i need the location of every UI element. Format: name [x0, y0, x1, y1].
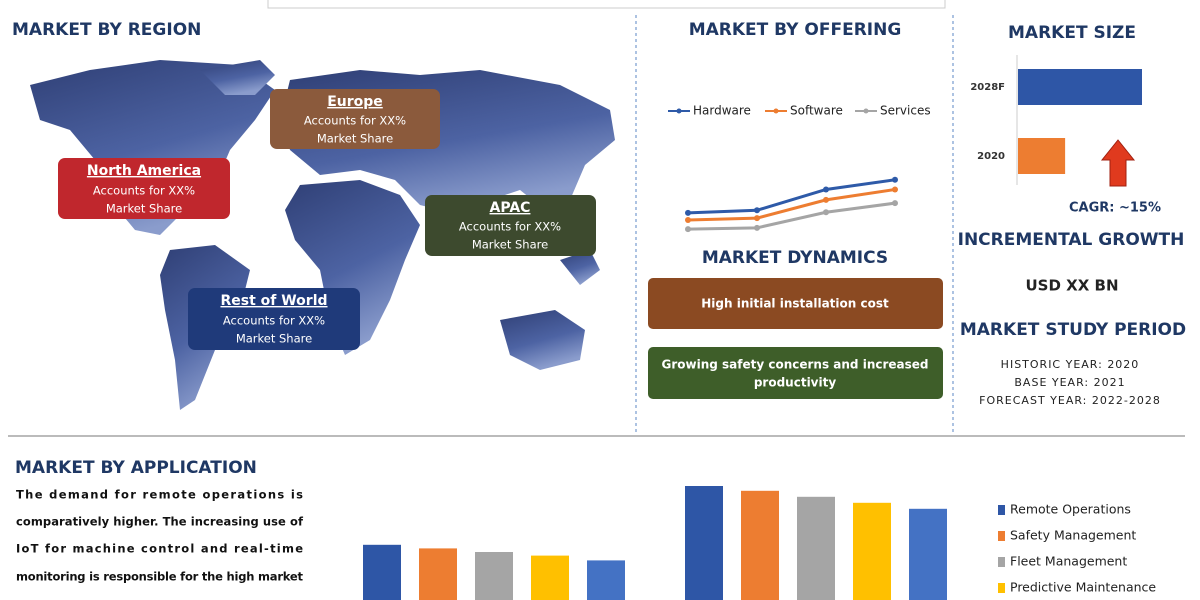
bar-chart: 2028F 2020 [970, 55, 1142, 185]
region-text: Accounts for XX% [304, 114, 406, 128]
legend-swatch [998, 505, 1005, 515]
region-box: Rest of World Accounts for XX% Market Sh… [188, 288, 360, 350]
section-title: INCREMENTAL GROWTH [958, 230, 1185, 250]
cagr: CAGR: ~15% [1069, 201, 1161, 216]
bar [1018, 69, 1142, 105]
bar [1018, 138, 1066, 174]
legend-label: Services [880, 104, 931, 118]
period: FORECAST YEAR: 2022-2028 [979, 394, 1161, 407]
legend-swatch [998, 557, 1005, 567]
legend-label: Software [790, 104, 843, 118]
region-text: Market Share [236, 332, 312, 346]
period: BASE YEAR: 2021 [1014, 376, 1125, 389]
section-title: MARKET SIZE [1008, 23, 1136, 43]
point [892, 186, 898, 193]
legend-dot [676, 108, 682, 114]
point [685, 217, 691, 224]
legend-swatch [998, 531, 1005, 541]
point [892, 200, 898, 207]
bar [853, 502, 891, 600]
section-title: MARKET BY OFFERING [689, 20, 902, 40]
bar [909, 508, 947, 600]
bar [363, 544, 401, 600]
series-line [687, 201, 896, 231]
bar [531, 555, 569, 600]
point [823, 209, 829, 216]
point [823, 196, 829, 203]
line-chart: Hardware Software Services [668, 104, 931, 233]
legend-dot [773, 108, 779, 114]
paragraph-line: monitoring is responsible for the high m… [16, 570, 304, 584]
dynamics-box [648, 347, 943, 399]
region-box: Europe Accounts for XX% Market Share [270, 89, 440, 149]
search-box[interactable] [267, 0, 946, 9]
category-label: 2020 [977, 151, 1005, 162]
region-text: Market Share [106, 202, 182, 216]
category-label: 2028F [970, 82, 1005, 93]
region-name: North America [87, 163, 201, 179]
legend-label: Remote Operations [1010, 502, 1131, 517]
growth-arrow [1100, 139, 1136, 187]
bar [797, 496, 835, 600]
dynamics-text: Growing safety concerns and increased [662, 358, 929, 372]
paragraph-line: IoT for machine control and real-time [16, 542, 303, 556]
point [754, 224, 760, 231]
dynamics-text: productivity [754, 376, 837, 390]
bar [587, 560, 625, 600]
point [892, 176, 898, 183]
legend-label: Fleet Management [1010, 554, 1127, 569]
period: HISTORIC YEAR: 2020 [1001, 358, 1140, 371]
section-title: MARKET STUDY PERIOD [960, 320, 1186, 340]
paragraph-line: comparatively higher. The increasing use… [16, 515, 304, 529]
point [754, 215, 760, 222]
bar [685, 486, 723, 600]
section-title: MARKET BY REGION [12, 20, 201, 40]
region-text: Accounts for XX% [223, 314, 325, 328]
bar [475, 552, 513, 600]
dynamics-text: High initial installation cost [701, 297, 889, 311]
region-text: Accounts for XX% [459, 220, 561, 234]
growth-value: USD XX BN [1026, 277, 1119, 295]
section-title: MARKET DYNAMICS [702, 248, 888, 268]
legend-swatch [998, 583, 1005, 593]
legend-label: Safety Management [1010, 528, 1136, 543]
point [823, 186, 829, 193]
bar [419, 548, 457, 600]
region-name: APAC [490, 200, 531, 216]
region-text: Market Share [317, 132, 393, 146]
section-title: MARKET BY APPLICATION [15, 458, 257, 478]
point [685, 226, 691, 233]
region-text: Market Share [472, 238, 548, 252]
region-box: APAC Accounts for XX% Market Share [425, 195, 596, 256]
point [685, 209, 691, 216]
series-line [687, 188, 896, 222]
region-name: Rest of World [220, 293, 327, 309]
region-text: Accounts for XX% [93, 184, 195, 198]
legend-label: Predictive Maintenance [1010, 580, 1156, 595]
series-line [687, 178, 896, 215]
legend-label: Hardware [693, 104, 751, 118]
paragraph-line: The demand for remote operations is [16, 488, 303, 502]
dynamics-box [648, 278, 943, 329]
point [754, 207, 760, 214]
bar-chart: Remote Operations Safety Management Fleet … [363, 486, 1156, 600]
region-name: Europe [327, 94, 383, 110]
bar [741, 490, 779, 600]
region-box: North America Accounts for XX% Market Sh… [58, 158, 230, 219]
legend-dot [863, 108, 869, 114]
